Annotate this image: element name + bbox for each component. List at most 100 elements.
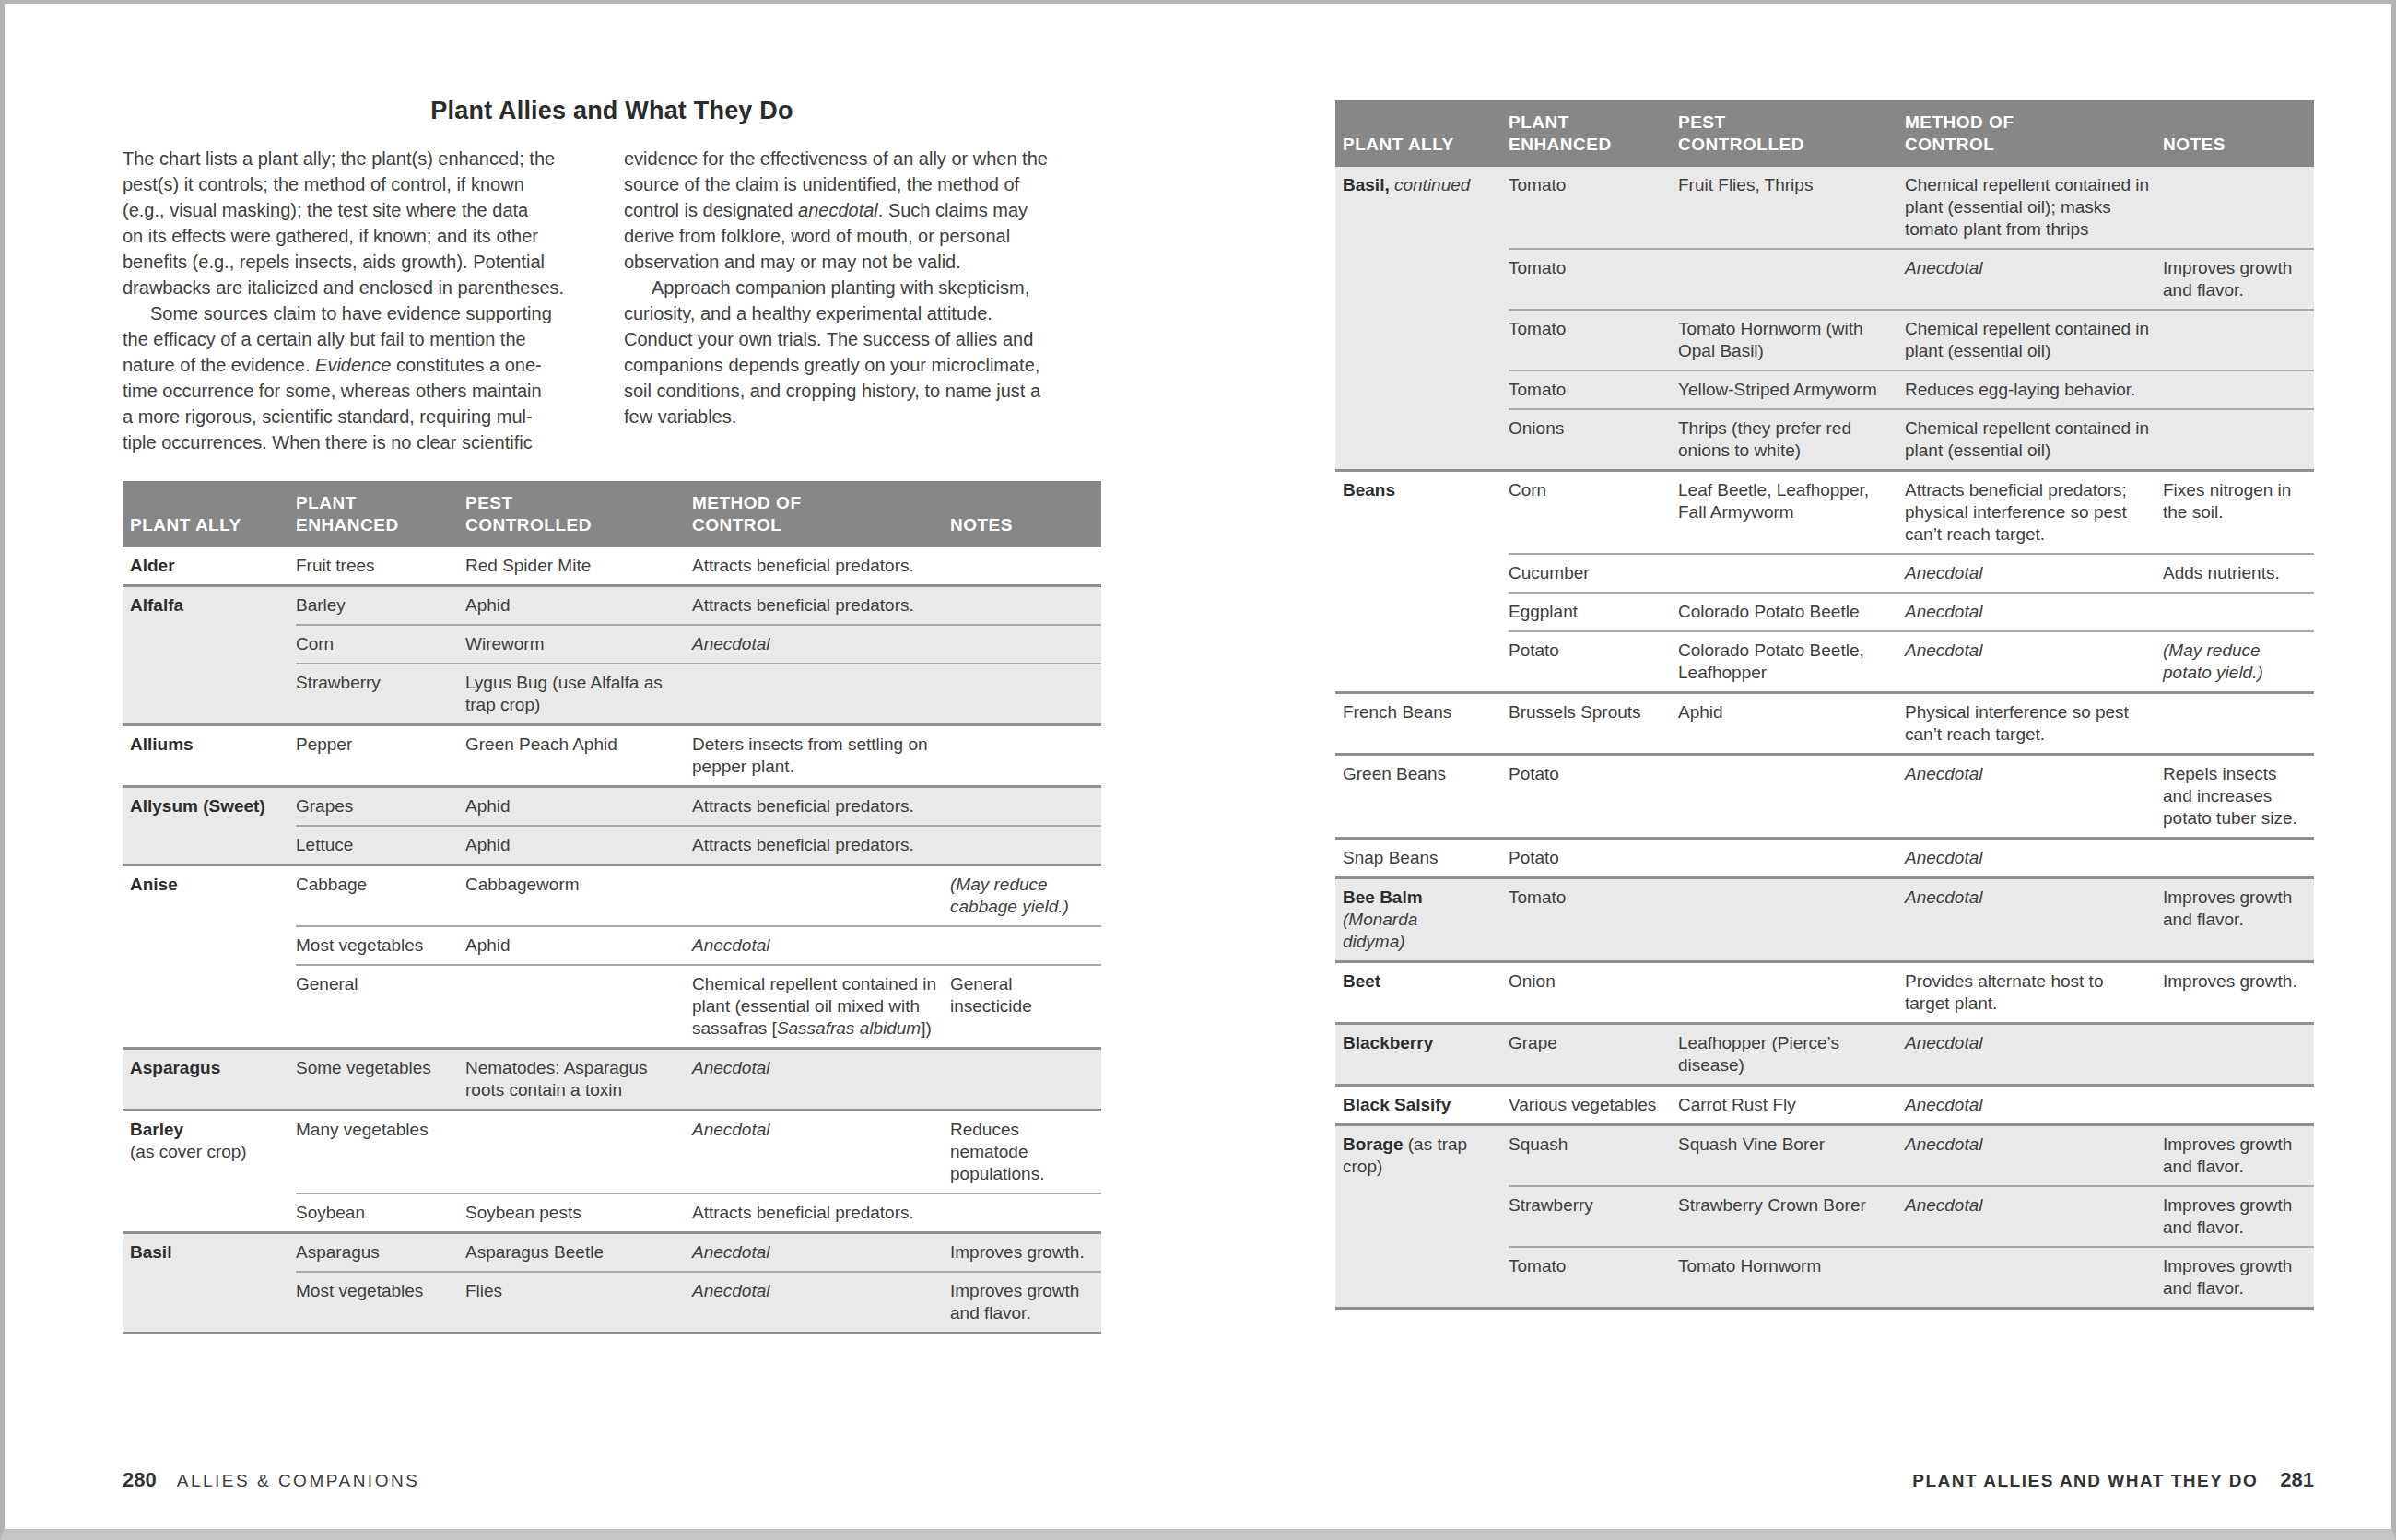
pest-controlled-cell: Yellow-Striped Armyworm [1678, 371, 1905, 408]
plant-enhanced-cell: Tomato [1509, 1248, 1678, 1307]
method-of-control-cell [692, 664, 950, 723]
page-number: 280 [123, 1468, 157, 1492]
column-header: METHOD OFCONTROL [692, 492, 950, 536]
table-row: SoybeanSoybean pestsAttracts beneficial … [296, 1193, 1101, 1231]
group-rows: PotatoAnecdotalRepels insects and increa… [1509, 756, 2314, 837]
plant-enhanced-cell: Squash [1509, 1126, 1678, 1185]
plant-ally-cell: Black Salsify [1335, 1087, 1509, 1123]
pest-controlled-cell: Leaf Beetle, Leafhopper, Fall Armyworm [1678, 472, 1905, 553]
notes-cell [950, 547, 1101, 584]
notes-cell: Adds nutrients. [2163, 555, 2314, 592]
pest-controlled-cell [1678, 756, 1905, 837]
column-header: PLANT ALLY [123, 514, 296, 536]
pest-controlled-cell: Colorado Potato Beetle, Leafhopper [1678, 632, 1905, 691]
pest-controlled-cell: Tomato Hornworm [1678, 1248, 1905, 1307]
table-row: TomatoTomato HornwormImproves growth and… [1509, 1246, 2314, 1307]
plant-enhanced-cell: Soybean [296, 1194, 465, 1231]
intro-paragraph: evidence for the effectiveness of an all… [624, 146, 1101, 275]
column-header: PLANT ALLY [1335, 134, 1509, 156]
plant-enhanced-cell: Cabbage [296, 866, 465, 925]
notes-cell: Improves growth. [2163, 963, 2314, 1022]
pest-controlled-cell: Squash Vine Borer [1678, 1126, 1905, 1185]
notes-cell: Improves growth. [950, 1234, 1101, 1271]
plant-enhanced-cell: Potato [1509, 632, 1678, 691]
method-of-control-cell: Anecdotal [1905, 879, 2163, 938]
column-header: PESTCONTROLLED [1678, 112, 1905, 156]
plant-ally-cell: Barley(as cover crop) [123, 1111, 296, 1231]
plant-allies-table-left: PLANT ALLYPLANTENHANCEDPESTCONTROLLEDMET… [123, 481, 1101, 1334]
table-group: French BeansBrussels SproutsAphidPhysica… [1335, 691, 2314, 753]
method-of-control-cell: Anecdotal [692, 626, 950, 663]
two-page-spread: Plant Allies and What They Do The chart … [5, 4, 2391, 1529]
method-of-control-cell: Anecdotal [1905, 1025, 2163, 1084]
plant-enhanced-cell: Lettuce [296, 827, 465, 864]
group-rows: BarleyAphidAttracts beneficial predators… [296, 587, 1101, 723]
plant-enhanced-cell: Tomato [1509, 250, 1678, 309]
method-of-control-cell: Anecdotal [1905, 1126, 2163, 1185]
method-of-control-cell: Anecdotal [1905, 840, 2163, 876]
method-of-control-cell: Anecdotal [1905, 555, 2163, 592]
plant-ally-cell: Snap Beans [1335, 840, 1509, 876]
plant-enhanced-cell: Corn [1509, 472, 1678, 553]
group-rows: CornLeaf Beetle, Leafhopper, Fall Armywo… [1509, 472, 2314, 691]
table-row: GeneralChemical repellent contained in p… [296, 964, 1101, 1047]
pest-controlled-cell: Leafhopper (Pierce’s disease) [1678, 1025, 1905, 1084]
section-title: ALLIES & COMPANIONS [177, 1471, 420, 1491]
notes-cell [2163, 694, 2314, 753]
table-row: Most vegetablesAphidAnecdotal [296, 925, 1101, 964]
method-of-control-cell: Attracts beneficial predators; physical … [1905, 472, 2163, 553]
table-row: AsparagusAsparagus BeetleAnecdotalImprov… [296, 1234, 1101, 1271]
pest-controlled-cell [1678, 250, 1905, 309]
notes-cell: Reduces nematode populations. [950, 1111, 1101, 1193]
notes-cell [2163, 594, 2314, 630]
method-of-control-cell: Anecdotal [1905, 1087, 2163, 1123]
table-group: AlderFruit treesRed Spider MiteAttracts … [123, 547, 1101, 584]
table-group: BeansCornLeaf Beetle, Leafhopper, Fall A… [1335, 469, 2314, 691]
notes-cell: (May reduce potato yield.) [2163, 632, 2314, 691]
plant-enhanced-cell: Onion [1509, 963, 1678, 1022]
table-row: GrapeLeafhopper (Pierce’s disease)Anecdo… [1509, 1025, 2314, 1084]
plant-enhanced-cell: Eggplant [1509, 594, 1678, 630]
intro-column-1: The chart lists a plant ally; the plant(… [123, 146, 600, 455]
method-of-control-cell: Anecdotal [1905, 250, 2163, 309]
notes-cell [950, 788, 1101, 825]
column-header: METHOD OFCONTROL [1905, 112, 2163, 156]
notes-cell [2163, 311, 2314, 370]
method-of-control-cell: Reduces egg-laying behavior. [1905, 371, 2163, 408]
pest-controlled-cell [1678, 963, 1905, 1022]
plant-enhanced-cell: Tomato [1509, 371, 1678, 408]
column-header: PESTCONTROLLED [465, 492, 692, 536]
table-group: AniseCabbageCabbageworm(May reduce cabba… [123, 864, 1101, 1047]
notes-cell: Improves growth and flavor. [2163, 250, 2314, 309]
method-of-control-cell: Attracts beneficial predators. [692, 587, 950, 624]
chapter-title: PLANT ALLIES AND WHAT THEY DO [1912, 1471, 2258, 1491]
plant-enhanced-cell: Many vegetables [296, 1111, 465, 1193]
pest-controlled-cell: Cabbageworm [465, 866, 692, 925]
table-row: Many vegetablesAnecdotalReduces nematode… [296, 1111, 1101, 1193]
group-rows: TomatoAnecdotalImproves growth and flavo… [1509, 879, 2314, 960]
table-row: Some vegetablesNematodes: Asparagus root… [296, 1050, 1101, 1109]
pest-controlled-cell [1678, 555, 1905, 592]
table-row: PepperGreen Peach AphidDeters insects fr… [296, 726, 1101, 785]
plant-enhanced-cell: Asparagus [296, 1234, 465, 1271]
method-of-control-cell: Anecdotal [692, 1234, 950, 1271]
notes-cell [2163, 1087, 2314, 1123]
group-rows: Brussels SproutsAphidPhysical interferen… [1509, 694, 2314, 753]
plant-enhanced-cell: Pepper [296, 726, 465, 785]
table-group: BasilAsparagusAsparagus BeetleAnecdotalI… [123, 1231, 1101, 1332]
table-row: StrawberryLygus Bug (use Alfalfa as trap… [296, 663, 1101, 723]
table-group: Basil, continuedTomatoFruit Flies, Thrip… [1335, 167, 2314, 469]
notes-cell [950, 827, 1101, 864]
method-of-control-cell: Anecdotal [1905, 1187, 2163, 1246]
pest-controlled-cell: Green Peach Aphid [465, 726, 692, 785]
method-of-control-cell: Anecdotal [692, 1050, 950, 1109]
page-right: PLANT ALLYPLANTENHANCEDPESTCONTROLLEDMET… [1203, 4, 2396, 1529]
notes-cell [2163, 167, 2314, 248]
table-row: PotatoColorado Potato Beetle, Leafhopper… [1509, 630, 2314, 691]
table-group: AlfalfaBarleyAphidAttracts beneficial pr… [123, 584, 1101, 723]
pest-controlled-cell: Soybean pests [465, 1194, 692, 1231]
plant-enhanced-cell: Strawberry [1509, 1187, 1678, 1246]
table-group: AlliumsPepperGreen Peach AphidDeters ins… [123, 723, 1101, 785]
plant-ally-cell: Basil, continued [1335, 167, 1509, 469]
pest-controlled-cell: Wireworm [465, 626, 692, 663]
